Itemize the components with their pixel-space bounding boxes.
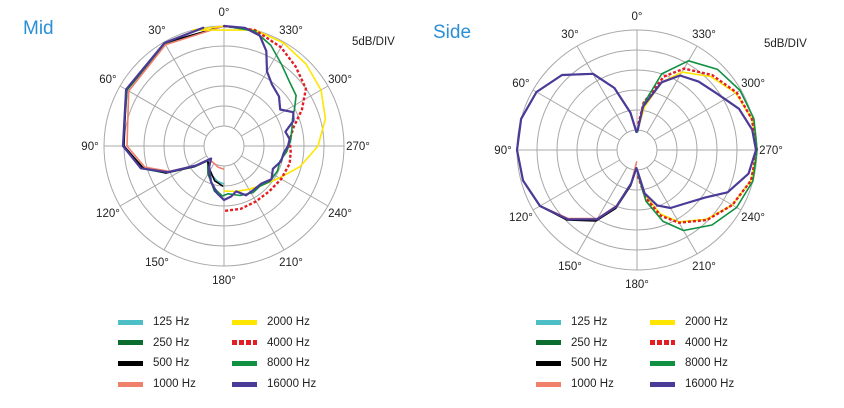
legend-swatch	[118, 360, 143, 366]
angle-label: 120°	[509, 212, 533, 224]
angle-label: 0°	[632, 11, 643, 23]
legend-item: 1000 Hz	[118, 376, 196, 392]
legend-swatch	[232, 381, 257, 387]
angle-label: 330°	[692, 29, 716, 41]
angle-label: 60°	[512, 78, 529, 90]
angle-label: 0°	[219, 7, 230, 19]
legend-item: 500 Hz	[118, 355, 189, 371]
legend-item: 16000 Hz	[650, 376, 734, 392]
angle-label: 300°	[741, 78, 765, 90]
angle-label: 270°	[346, 141, 370, 153]
scale-label-mid: 5dB/DIV	[352, 36, 395, 48]
angle-label: 240°	[741, 212, 765, 224]
legend-item: 4000 Hz	[650, 335, 728, 351]
angle-label: 60°	[99, 74, 116, 86]
legend-label: 2000 Hz	[267, 316, 310, 328]
legend-label: 250 Hz	[153, 336, 190, 349]
angle-label: 90°	[81, 141, 98, 153]
angle-label: 210°	[279, 257, 303, 269]
angle-label: 150°	[145, 257, 169, 269]
legend-label: 4000 Hz	[685, 336, 728, 349]
legend-label: 250 Hz	[571, 336, 608, 349]
legend-label: 1000 Hz	[153, 378, 196, 391]
legend-swatch	[650, 381, 675, 387]
angle-label: 240°	[328, 208, 352, 220]
legend-item: 500 Hz	[536, 355, 607, 371]
legend-item: 8000 Hz	[232, 355, 310, 371]
legend-label: 500 Hz	[571, 357, 608, 370]
legend-swatch	[118, 340, 143, 346]
legend-swatch	[536, 340, 561, 346]
legend-label: 4000 Hz	[267, 336, 310, 349]
legend-item: 2000 Hz	[650, 314, 728, 330]
angle-label: 90°	[494, 145, 511, 157]
legend-item: 4000 Hz	[232, 335, 310, 351]
series-500hz	[123, 25, 225, 187]
legend-item: 125 Hz	[118, 314, 189, 330]
angle-label: 150°	[558, 261, 582, 273]
legend-label: 1000 Hz	[571, 378, 614, 391]
angle-label: 30°	[148, 25, 165, 37]
polar-grid	[103, 25, 345, 267]
legend-swatch	[536, 360, 561, 366]
legend-swatch	[536, 381, 561, 387]
legend-label: 8000 Hz	[685, 357, 728, 370]
series-16000hz	[515, 72, 758, 221]
legend-item: 2000 Hz	[232, 314, 310, 330]
series-16000hz	[121, 24, 295, 202]
legend-swatch	[232, 319, 257, 325]
legend-label: 125 Hz	[153, 316, 190, 328]
legend-item: 1000 Hz	[536, 376, 614, 392]
angle-label: 30°	[561, 29, 578, 41]
legend-label: 2000 Hz	[685, 316, 728, 328]
legend-item: 250 Hz	[536, 335, 607, 351]
angle-label: 180°	[212, 275, 236, 287]
angle-label: 120°	[96, 208, 120, 220]
legend-item: 250 Hz	[118, 335, 189, 351]
legend-label: 125 Hz	[571, 316, 608, 328]
legend-item: 16000 Hz	[232, 376, 316, 392]
angle-label: 210°	[692, 261, 716, 273]
legend-swatch	[232, 340, 257, 346]
legend-swatch	[650, 360, 675, 366]
angle-label: 300°	[328, 74, 352, 86]
legend-swatch	[650, 340, 675, 346]
legend-item: 8000 Hz	[650, 355, 728, 371]
angle-label: 330°	[279, 25, 303, 37]
legend-label: 500 Hz	[153, 357, 190, 370]
polar-chart-mid: 0° 30° 60° 90° 120° 150° 180° 210° 240° 270° 300° 3…	[81, 7, 370, 287]
legend-swatch	[118, 319, 143, 325]
legend-swatch	[536, 319, 561, 325]
angle-label: 270°	[759, 145, 783, 157]
legend-swatch	[232, 360, 257, 366]
legend-label: 16000 Hz	[685, 378, 735, 391]
polar-grid	[516, 29, 758, 271]
polar-chart-side: 0° 30° 60° 90° 120° 150° 180° 210° 240° 270° 300° 3…	[494, 11, 783, 291]
scale-label-side: 5dB/DIV	[764, 38, 807, 50]
legend-swatch	[650, 319, 675, 325]
legend-swatch	[118, 381, 143, 387]
legend-label: 16000 Hz	[267, 378, 317, 391]
panel-title-mid: Mid	[23, 18, 54, 39]
angle-label: 180°	[625, 279, 649, 291]
panel-title-side: Side	[433, 22, 472, 43]
legend-item: 125 Hz	[536, 314, 607, 330]
legend-label: 8000 Hz	[267, 357, 310, 370]
